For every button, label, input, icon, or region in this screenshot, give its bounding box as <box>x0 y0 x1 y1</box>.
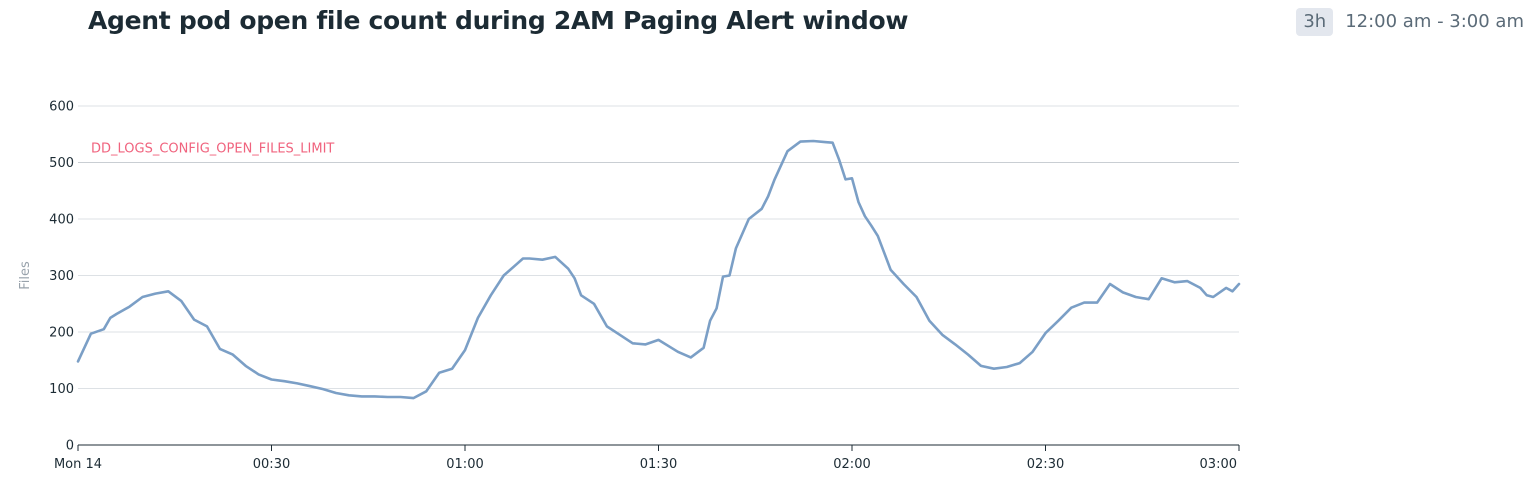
series-points <box>78 141 1239 398</box>
threshold-annotation-label: DD_LOGS_CONFIG_OPEN_FILES_LIMIT <box>91 142 334 157</box>
x-tick-label: 02:30 <box>1027 457 1064 472</box>
y-tick-label: 500 <box>49 156 74 171</box>
y-tick-label: 0 <box>66 439 74 454</box>
y-axis-ticks: 0 100 200 300 400 500 600 <box>49 100 74 454</box>
time-span-badge[interactable]: 3h <box>1296 8 1334 36</box>
x-tick-label: 00:30 <box>253 457 290 472</box>
y-axis-title: Files <box>18 261 33 290</box>
x-tick-label: 02:00 <box>833 457 870 472</box>
x-tick-label: Mon 14 <box>54 457 102 472</box>
time-controls: 3h 12:00 am - 3:00 am <box>1296 8 1524 36</box>
y-tick-label: 300 <box>49 269 74 284</box>
x-tick-label: 03:00 <box>1200 457 1237 472</box>
y-tick-label: 400 <box>49 213 74 228</box>
y-tick-label: 200 <box>49 326 74 341</box>
series-line-open-files[interactable] <box>76 139 1241 400</box>
y-tick-label: 100 <box>49 382 74 397</box>
time-range-label[interactable]: 12:00 am - 3:00 am <box>1345 11 1524 32</box>
x-tick-label: 01:30 <box>640 457 677 472</box>
x-tick-label: 01:00 <box>446 457 483 472</box>
y-tick-label: 600 <box>49 100 74 115</box>
x-axis: Mon 14 00:30 01:00 01:30 02:00 02:30 03:00 <box>54 444 1240 472</box>
chart-title: Agent pod open file count during 2AM Pag… <box>88 6 909 35</box>
